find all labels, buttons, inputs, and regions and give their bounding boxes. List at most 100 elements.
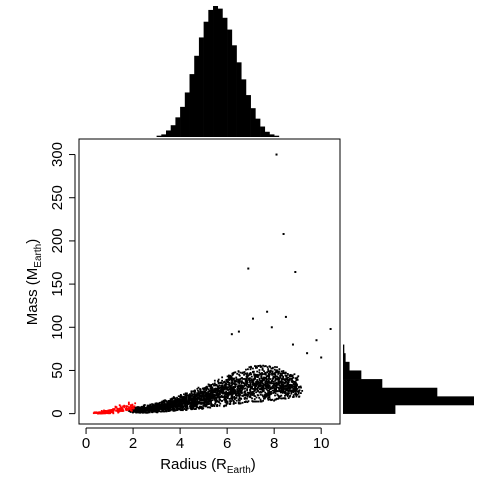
data-point [278, 387, 281, 390]
data-point [231, 381, 234, 384]
data-point [294, 390, 297, 393]
data-point [218, 404, 221, 407]
data-point [143, 407, 146, 410]
data-point [284, 391, 287, 394]
data-point [289, 387, 292, 390]
data-point [265, 388, 268, 391]
data-point [281, 374, 283, 377]
data-point [217, 387, 220, 390]
data-point [295, 395, 298, 398]
data-point [156, 411, 159, 414]
data-point [208, 390, 211, 393]
data-point [169, 398, 172, 401]
data-point [175, 405, 178, 407]
data-point [292, 387, 295, 390]
data-point [164, 406, 167, 409]
data-point [214, 399, 217, 402]
data-point [229, 391, 232, 394]
data-point [211, 393, 214, 396]
data-point [261, 368, 264, 371]
data-point [204, 403, 206, 406]
data-point [144, 411, 147, 414]
data-point [232, 402, 235, 405]
data-point [242, 371, 244, 374]
data-point [208, 403, 211, 405]
data-point [237, 391, 240, 394]
data-point [235, 376, 238, 379]
data-point [229, 401, 232, 404]
outlier-point [275, 153, 278, 156]
histogram-bar [241, 79, 247, 137]
data-point [274, 375, 277, 378]
data-point [222, 381, 225, 383]
data-point [283, 378, 286, 381]
data-point [287, 384, 289, 387]
data-point [232, 385, 235, 388]
data-point [272, 375, 275, 378]
data-point [263, 387, 266, 390]
data-point [236, 392, 239, 394]
data-point [277, 380, 280, 382]
data-point [240, 387, 243, 390]
data-point [189, 396, 192, 399]
data-point [264, 373, 267, 376]
data-point [171, 398, 174, 400]
data-point [296, 376, 299, 379]
data-point [127, 403, 130, 405]
data-point [200, 397, 203, 400]
data-point [205, 394, 208, 397]
data-point [190, 397, 193, 399]
data-point [271, 372, 273, 375]
histogram-bar [194, 55, 200, 137]
data-point [285, 385, 288, 388]
y-tick-label: 0 [49, 409, 66, 417]
data-point [241, 388, 244, 391]
data-point [193, 398, 196, 401]
data-point [134, 406, 137, 409]
data-point [230, 377, 232, 380]
data-point [171, 400, 174, 402]
data-point [110, 411, 113, 414]
data-point [236, 372, 239, 375]
data-point [188, 395, 191, 397]
data-point [265, 375, 268, 378]
data-point [199, 389, 202, 392]
data-point [151, 406, 154, 408]
data-point [285, 380, 288, 383]
data-point [134, 407, 137, 410]
data-point [162, 407, 164, 409]
data-point [137, 408, 140, 411]
data-point [244, 391, 246, 394]
data-point [213, 405, 216, 407]
data-point [217, 380, 219, 383]
data-point [235, 378, 238, 381]
data-point [221, 382, 224, 385]
data-point [202, 388, 205, 391]
data-point [279, 376, 282, 379]
data-point [97, 412, 99, 415]
data-point [244, 372, 247, 375]
data-point [120, 408, 123, 411]
data-point [284, 372, 287, 374]
data-point [283, 372, 286, 375]
data-point [120, 407, 122, 410]
data-point [240, 397, 242, 400]
data-point [213, 394, 216, 397]
data-point [202, 402, 204, 405]
data-point [230, 382, 233, 384]
data-point [225, 379, 228, 381]
planet-points-red [92, 401, 137, 415]
x-tick-label: 10 [313, 435, 330, 452]
data-point [260, 381, 263, 384]
data-point [244, 378, 247, 381]
data-point [159, 410, 162, 413]
data-point [163, 408, 166, 411]
y-tick-label: 100 [49, 315, 66, 340]
data-point [130, 409, 133, 412]
data-point [253, 392, 255, 395]
data-point [266, 382, 269, 384]
data-point [207, 401, 210, 404]
data-point [215, 383, 218, 386]
data-point [216, 396, 219, 399]
data-point [233, 371, 236, 374]
